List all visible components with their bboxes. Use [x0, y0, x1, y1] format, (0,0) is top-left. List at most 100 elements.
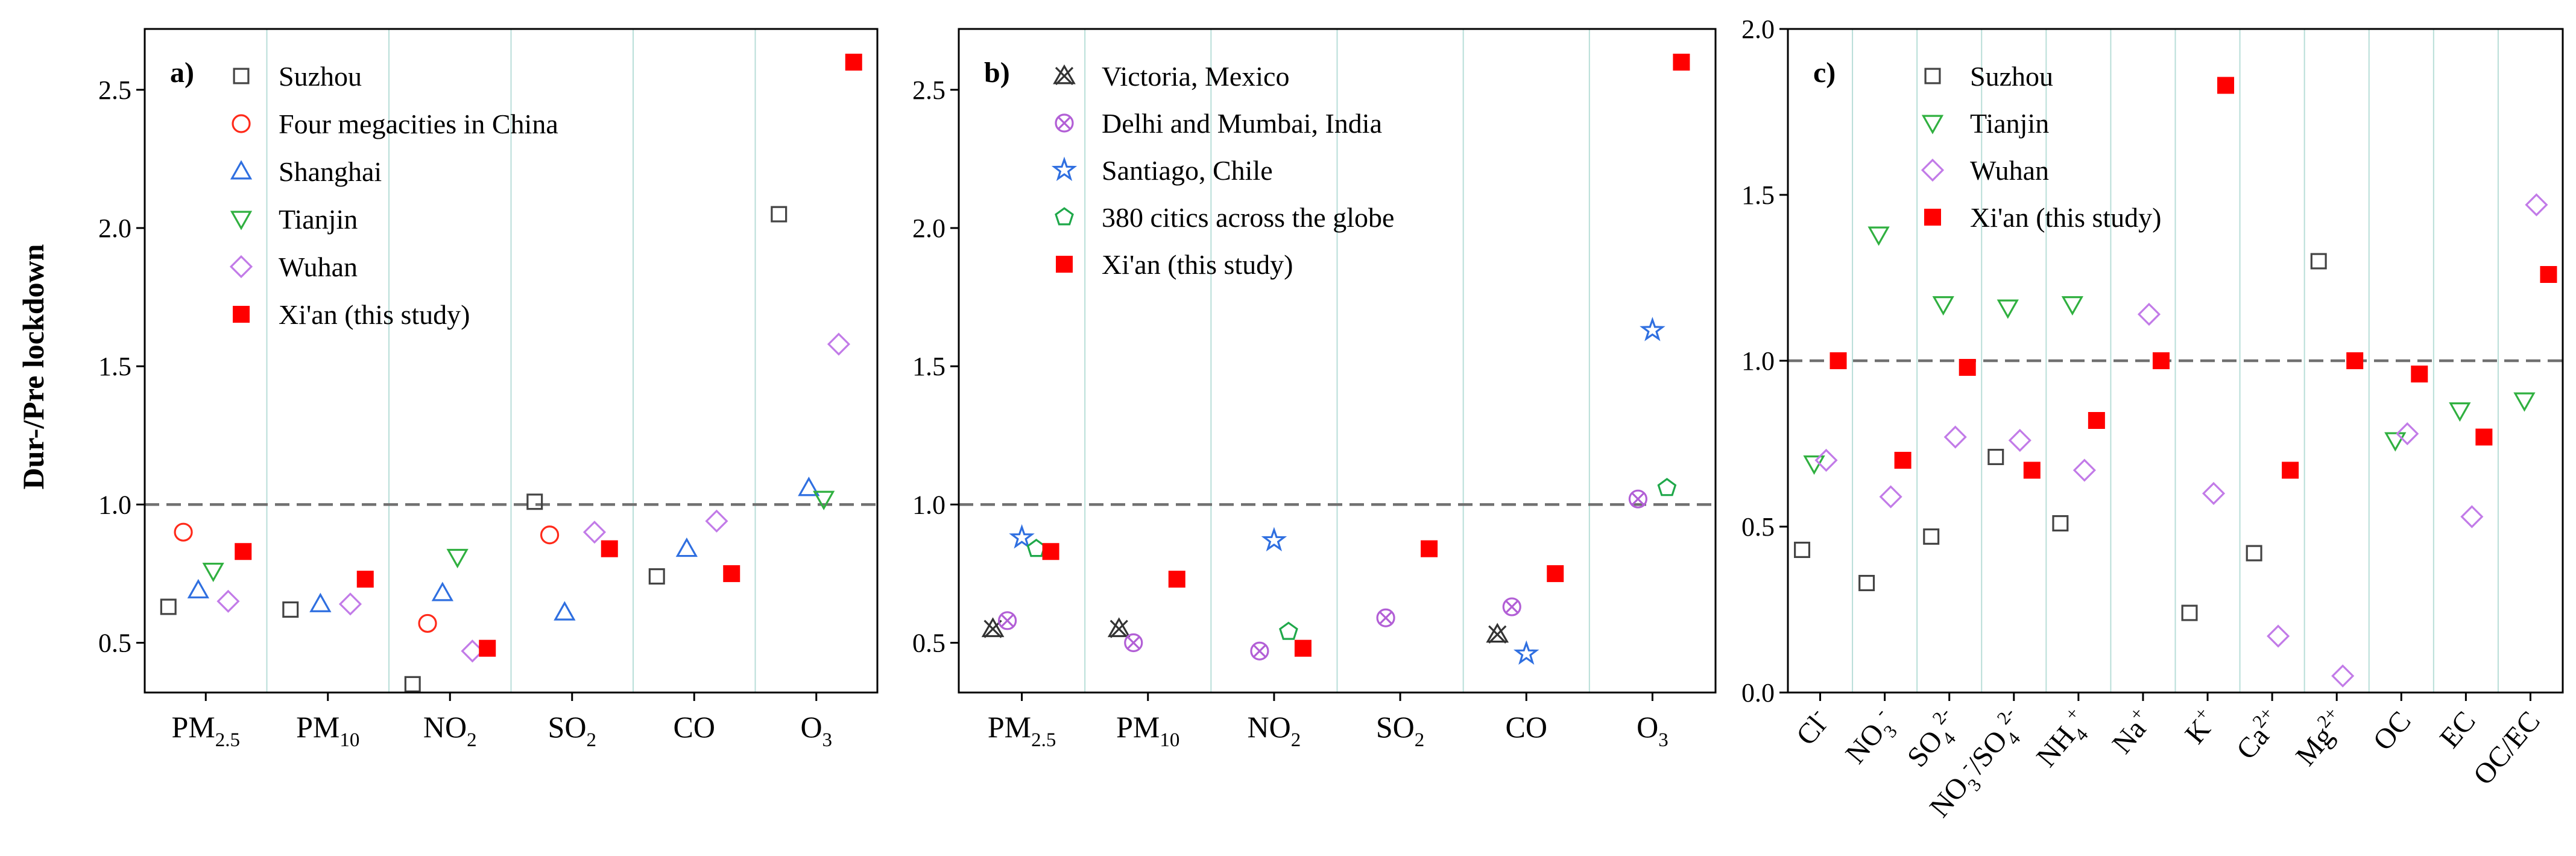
panel-a-point-tianjin-2 — [446, 548, 469, 569]
panel-b-point-delhi-and-mumbai-india-2-cross — [1252, 644, 1266, 658]
panel-b-point-santiago-chile-0 — [1009, 524, 1035, 549]
panel-b-ytick-label: 1.5 — [912, 352, 945, 381]
panel-a-point-wuhan-5 — [827, 332, 851, 356]
panel-a-plot-frame — [144, 28, 879, 694]
panel-c-ytick-label: 2.0 — [1741, 14, 1775, 44]
panel-c-point-wuhan-7 — [2267, 624, 2290, 648]
panel-c-xtick-label-7-base: Ca — [2230, 720, 2275, 766]
panel-c-point-tianjin-10 — [2449, 402, 2471, 422]
panel-b-xtick-label-3: SO2 — [1376, 710, 1424, 751]
panel-b-xtick-label-4: CO — [1506, 710, 1547, 744]
panel-a-point-xi-an-this-study-4 — [723, 565, 740, 582]
panel-c-point-xi-an-this-study-3 — [2023, 461, 2041, 479]
panel-a-point-shanghai-2 — [431, 582, 453, 601]
panel-c-xtick-label-11-base: OC/EC — [2467, 705, 2546, 791]
panel-c-point-xi-an-this-study-6 — [2217, 77, 2235, 94]
panel-b-point-delhi-and-mumbai-india-1 — [1124, 633, 1143, 653]
panel-c-point-xi-an-this-study-11 — [2540, 266, 2557, 283]
panel-a-point-xi-an-this-study-1 — [356, 571, 374, 588]
panel-b-point-delhi-and-mumbai-india-4-ring — [1502, 597, 1521, 617]
panel-b-point-xi-an-this-study-2 — [1294, 639, 1312, 657]
panel-c-point-tianjin-1 — [1867, 226, 1890, 246]
panel-c-point-xi-an-this-study-1 — [1894, 452, 1911, 469]
panel-c-point-wuhan-11 — [2525, 193, 2548, 217]
panel-c-point-tianjin-9 — [2384, 432, 2407, 452]
panel-c-point-wuhan-0 — [1814, 448, 1838, 472]
panel-a-point-shanghai-1 — [309, 592, 332, 612]
panel-a-point-shanghai-4 — [675, 537, 698, 557]
panel-b-point-delhi-and-mumbai-india-0 — [997, 611, 1017, 630]
panel-c-point-tianjin-0 — [1803, 455, 1825, 475]
panel-a-xtick-label-0-sub: 2.5 — [215, 729, 240, 751]
panel-c-point-wuhan-3 — [2008, 428, 2031, 452]
panel-c-series-wuhan — [1814, 193, 2548, 688]
panel-c-point-tianjin-4 — [2061, 296, 2084, 316]
panel-b-point-xi-an-this-study-0 — [1042, 543, 1059, 560]
panel-a-ytick-label: 2.5 — [98, 75, 131, 105]
panel-b-series-victoria-mexico — [981, 617, 1509, 644]
panel-a-xtick-label-2-sub: 2 — [467, 729, 477, 751]
panel-b-point-delhi-and-mumbai-india-4-cross — [1505, 600, 1519, 613]
panel-c-xtick-label-8-base: Mg — [2290, 720, 2340, 772]
panel-c-xtick-label-1: NO3- — [1837, 703, 1905, 773]
panel-b-point-delhi-and-mumbai-india-1-cross — [1126, 636, 1140, 650]
panel-b-point-victoria-mexico-4 — [1486, 623, 1509, 644]
panel-a-point-wuhan-0 — [216, 589, 240, 613]
panel-b-xtick-label-3-sub: 2 — [1415, 729, 1425, 751]
panel-a-point-shanghai-3 — [554, 601, 576, 621]
panel-b-xtick-label-0: PM2.5 — [988, 710, 1056, 751]
panel-a-legend-text-tianjin: Tianjin — [279, 204, 358, 235]
panel-c-point-xi-an-this-study-7 — [2282, 461, 2299, 479]
panel-b-panel-label: b) — [984, 57, 1010, 89]
panel-b-legend-text-delhi-and-mumbai-india: Delhi and Mumbai, India — [1102, 108, 1382, 139]
panel-b-point-xi-an-this-study-5 — [1673, 54, 1690, 71]
panel-a-xtick-label-4-base: CO — [674, 710, 715, 744]
panel-c-point-wuhan-9 — [2396, 422, 2419, 446]
panel-a-point-xi-an-this-study-5 — [845, 54, 862, 71]
panel-c-point-tianjin-2 — [1932, 296, 1954, 316]
panel-c-point-xi-an-this-study-0 — [1829, 352, 1847, 369]
panel-b-legend-marker-victoria-mexico — [1053, 64, 1076, 86]
panel-b-ytick-label: 2.0 — [912, 214, 945, 243]
panel-c-point-wuhan-5 — [2137, 302, 2161, 326]
panel-a-xtick-label-5-base: O — [800, 710, 822, 744]
panel-a-legend-marker-suzhou — [233, 68, 250, 84]
panel-a-point-suzhou-5 — [771, 206, 788, 223]
panel-b-point-delhi-and-mumbai-india-3 — [1376, 608, 1395, 627]
panel-b-point-victoria-mexico-4-cross — [1488, 625, 1507, 644]
panel-b-legend-marker-delhi-and-mumbai-india-cross — [1058, 116, 1071, 130]
panel-c-legend-marker-xi-an-this-study — [1924, 209, 1941, 226]
panel-b-xtick-label-5-base: O — [1637, 710, 1658, 744]
panel-c-point-suzhou-8 — [2310, 253, 2327, 270]
panel-b-legend-marker-xi-an-this-study — [1056, 256, 1073, 273]
panel-c-point-suzhou-7 — [2246, 545, 2262, 562]
panel-b-xtick-label-1-base: PM — [1116, 710, 1160, 744]
panel-a-xtick-label-0: PM2.5 — [171, 710, 240, 751]
panel-a-legend-marker-tianjin — [230, 211, 253, 230]
panel-b-point-delhi-and-mumbai-india-3-ring — [1376, 608, 1395, 627]
panel-a-point-suzhou-4 — [648, 568, 665, 585]
panel-b-point-delhi-and-mumbai-india-5-ring — [1628, 489, 1648, 509]
panel-c-xtick-label-1-sup: - — [1869, 703, 1889, 721]
panel-a-xtick-label-2-base: NO — [423, 710, 467, 744]
panel-b-legend-marker-380-citics-across-the-globe — [1055, 207, 1074, 226]
panel-b-ytick-label: 2.5 — [912, 75, 945, 105]
panel-b-legend-marker-victoria-mexico-cross — [1055, 66, 1074, 86]
panel-c-xtick-label-5-base: Na — [2106, 713, 2153, 759]
panel-a-ytick-label: 1.0 — [98, 490, 131, 519]
panel-a-series-tianjin — [202, 490, 835, 582]
panel-c-xtick-label-4-sup: + — [2060, 703, 2083, 724]
panel-a-point-suzhou-1 — [282, 601, 299, 618]
panel-b-legend-marker-delhi-and-mumbai-india — [1055, 113, 1074, 133]
panel-c-series-xi-an-this-study — [1829, 77, 2557, 479]
panel-b-series-delhi-and-mumbai-india — [997, 489, 1648, 661]
panel-a-ytick-label: 2.0 — [98, 214, 131, 243]
panel-b-point-victoria-mexico-1-triangle — [1107, 617, 1131, 638]
panel-b-point-delhi-and-mumbai-india-3-cross — [1379, 611, 1393, 625]
panel-c-ytick-label: 0.0 — [1741, 678, 1775, 708]
panel-a-point-wuhan-4 — [705, 509, 728, 533]
panel-c-point-suzhou-6 — [2181, 604, 2198, 621]
panel-c-point-xi-an-this-study-8 — [2346, 352, 2364, 369]
